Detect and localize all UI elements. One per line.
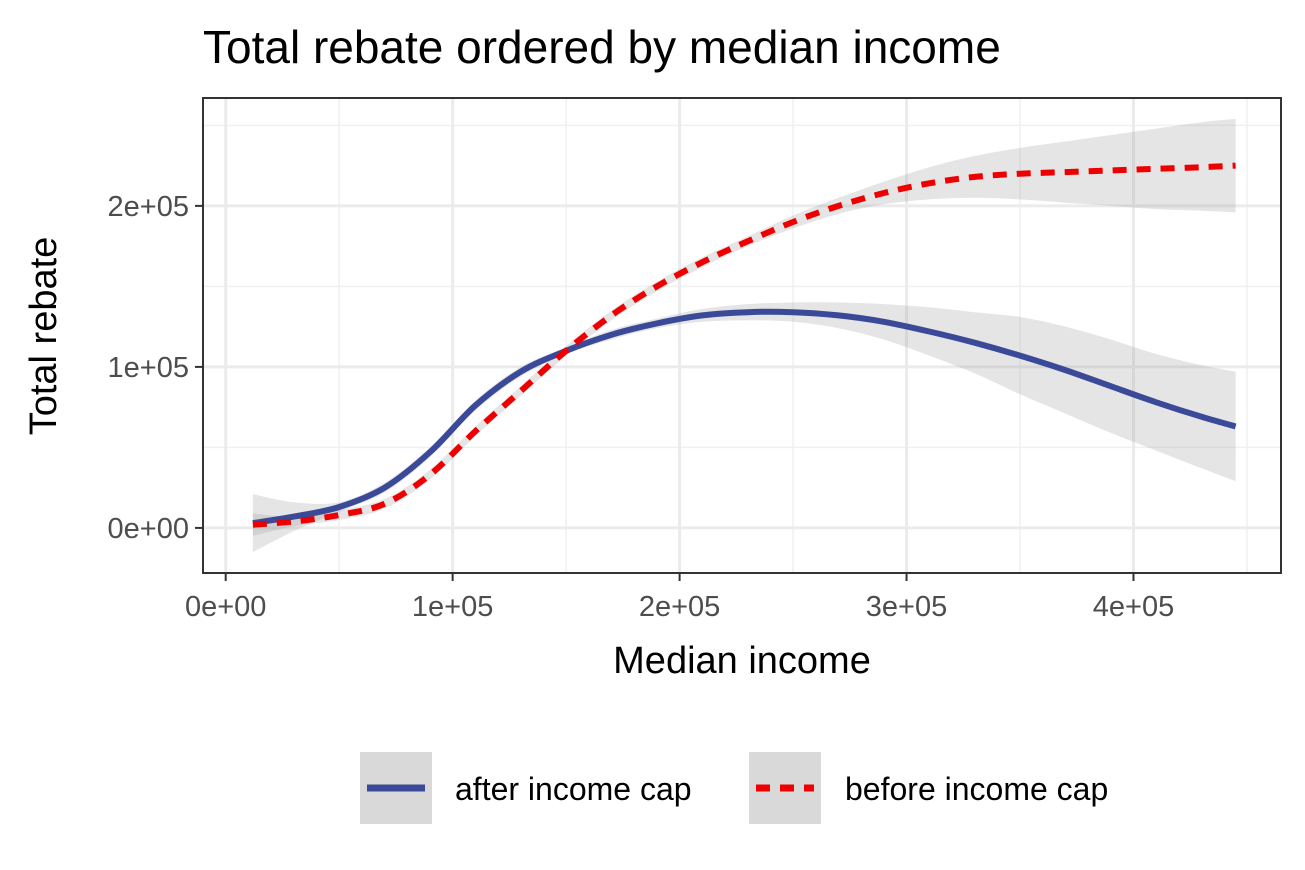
x-tick-label: 4e+05 bbox=[1093, 591, 1174, 623]
y-axis: 0e+00 1e+05 2e+05 bbox=[108, 191, 203, 545]
panel-fill bbox=[203, 98, 1281, 573]
confidence-band-before bbox=[252, 118, 1236, 537]
series-line-before bbox=[252, 162, 1236, 528]
plot-background bbox=[203, 98, 1281, 573]
x-axis-title: Median income bbox=[613, 640, 871, 682]
y-tick-label: 2e+05 bbox=[108, 191, 189, 223]
x-tick-label: 2e+05 bbox=[639, 591, 720, 623]
series-line-after bbox=[252, 308, 1237, 527]
x-tick-label: 3e+05 bbox=[866, 591, 947, 623]
legend-label-after: after income cap bbox=[455, 771, 692, 807]
series-lines bbox=[252, 162, 1237, 528]
panel-border bbox=[202, 97, 1282, 574]
chart-title: Total rebate ordered by median income bbox=[203, 21, 1001, 73]
confidence-bands bbox=[252, 118, 1236, 553]
x-axis: 0e+00 1e+05 2e+05 3e+05 4e+05 bbox=[185, 573, 1174, 623]
y-tick-label: 0e+00 bbox=[108, 513, 189, 545]
x-tick-label: 1e+05 bbox=[412, 591, 493, 623]
legend: after income cap before income cap bbox=[360, 752, 1108, 824]
y-axis-title: Total rebate bbox=[23, 237, 65, 436]
x-tick-label: 0e+00 bbox=[185, 591, 266, 623]
y-tick-label: 1e+05 bbox=[108, 352, 189, 384]
gridlines bbox=[203, 98, 1281, 573]
legend-label-before: before income cap bbox=[845, 771, 1108, 807]
confidence-band-after bbox=[252, 302, 1236, 553]
